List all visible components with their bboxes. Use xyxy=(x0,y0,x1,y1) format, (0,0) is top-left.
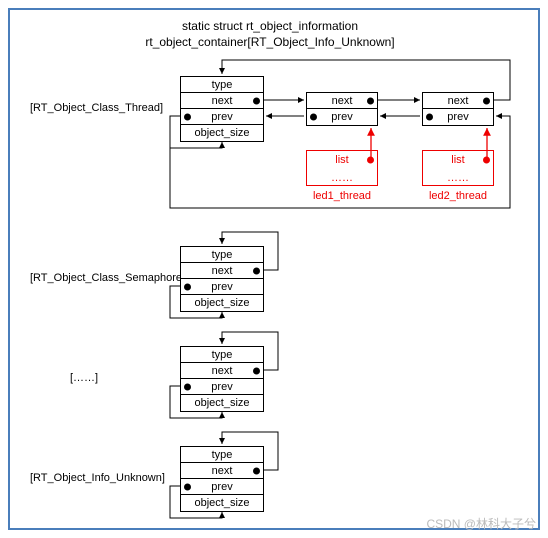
trow-ellipsis: …… xyxy=(307,169,377,187)
row-prev: prev xyxy=(181,479,263,495)
row-next: next xyxy=(181,463,263,479)
dot-next-icon xyxy=(253,267,260,274)
thread-label-2: led2_thread xyxy=(422,190,494,202)
label-semaphore: [RT_Object_Class_Semaphore] xyxy=(30,272,185,284)
thread-box-1: list …… xyxy=(306,150,378,186)
row-prev: prev xyxy=(181,279,263,295)
dot-prev-icon xyxy=(310,114,317,121)
struct-thread: type next prev object_size xyxy=(180,76,264,142)
row-prev: prev xyxy=(181,109,263,125)
label-ellipsis: [……] xyxy=(70,372,98,384)
row-type: type xyxy=(181,347,263,363)
row-next: next xyxy=(181,363,263,379)
dot-next-icon xyxy=(483,97,490,104)
struct-ellipsis: type next prev object_size xyxy=(180,346,264,412)
thread-box-2: list …… xyxy=(422,150,494,186)
row-next: next xyxy=(307,93,377,109)
dot-prev-icon xyxy=(184,383,191,390)
struct-semaphore: type next prev object_size xyxy=(180,246,264,312)
row-objsize: object_size xyxy=(181,295,263,311)
row-type: type xyxy=(181,247,263,263)
row-objsize: object_size xyxy=(181,125,263,141)
red-dot-icon xyxy=(483,157,490,164)
row-prev: prev xyxy=(423,109,493,125)
row-type: type xyxy=(181,77,263,93)
dot-prev-icon xyxy=(184,283,191,290)
label-unknown: [RT_Object_Info_Unknown] xyxy=(30,472,165,484)
dot-prev-icon xyxy=(184,113,191,120)
node-2: next prev xyxy=(422,92,494,126)
dot-next-icon xyxy=(367,97,374,104)
row-next: next xyxy=(181,263,263,279)
arrows-layer xyxy=(10,10,542,532)
dot-next-icon xyxy=(253,367,260,374)
trow-ellipsis: …… xyxy=(423,169,493,187)
row-next: next xyxy=(181,93,263,109)
dot-prev-icon xyxy=(184,483,191,490)
diagram-frame: static struct rt_object_information rt_o… xyxy=(8,8,540,530)
label-thread: [RT_Object_Class_Thread] xyxy=(30,102,163,114)
diagram-title: static struct rt_object_information rt_o… xyxy=(130,18,410,50)
row-prev: prev xyxy=(181,379,263,395)
struct-unknown: type next prev object_size xyxy=(180,446,264,512)
row-objsize: object_size xyxy=(181,495,263,511)
trow-list: list xyxy=(423,151,493,169)
row-next: next xyxy=(423,93,493,109)
row-prev: prev xyxy=(307,109,377,125)
thread-label-1: led1_thread xyxy=(306,190,378,202)
row-objsize: object_size xyxy=(181,395,263,411)
red-dot-icon xyxy=(367,157,374,164)
row-type: type xyxy=(181,447,263,463)
dot-next-icon xyxy=(253,467,260,474)
trow-list: list xyxy=(307,151,377,169)
dot-prev-icon xyxy=(426,114,433,121)
watermark: CSDN @林科大子兮 xyxy=(426,515,536,532)
node-1: next prev xyxy=(306,92,378,126)
dot-next-icon xyxy=(253,97,260,104)
